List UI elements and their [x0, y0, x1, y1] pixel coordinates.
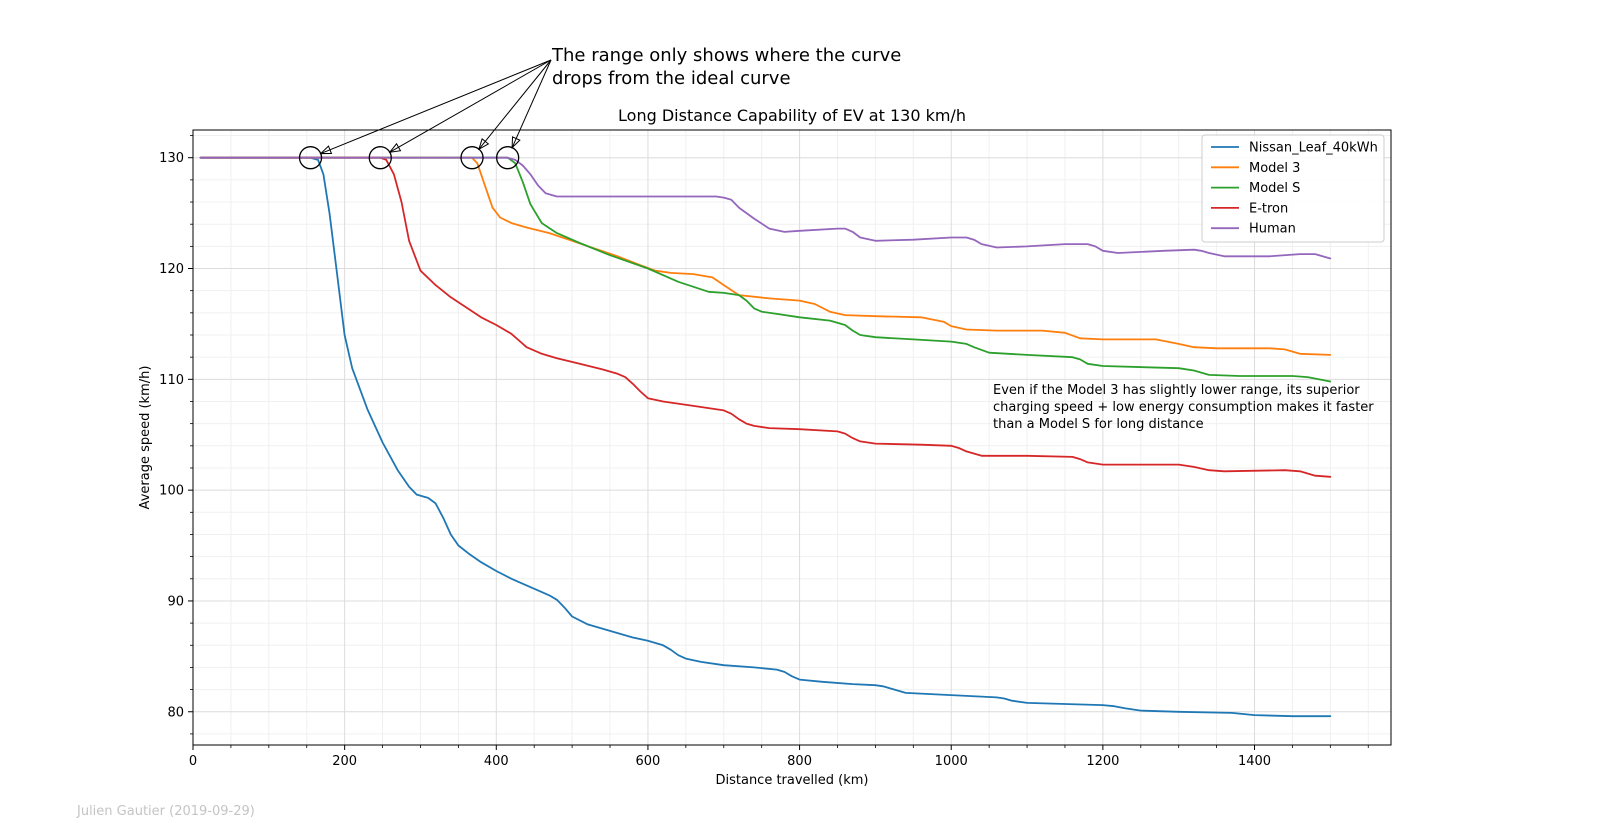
arrow-head [511, 136, 521, 149]
legend-label: E-tron [1249, 201, 1288, 216]
annotation-top-line-1: The range only shows where the curve [551, 45, 901, 66]
grid-layer [192, 130, 1391, 745]
series-layer [199, 156, 1332, 718]
x-tick-label: 200 [332, 754, 357, 769]
x-tick-label: 0 [189, 754, 197, 769]
arrow-head [319, 145, 333, 155]
annotation-arrows [319, 59, 552, 155]
series-line-nissan-leaf-40kwh [199, 156, 1332, 718]
x-tick-label: 1000 [935, 754, 968, 769]
y-axis-label: Average speed (km/h) [138, 366, 153, 510]
legend-box [1201, 134, 1385, 243]
annotation-note-line-3: than a Model S for long distance [993, 417, 1204, 432]
legend: Nissan_Leaf_40kWh Model 3 Model S E-tron Hum… [1201, 134, 1385, 243]
y-tick-label: 130 [159, 151, 184, 166]
series-line-model-3 [199, 156, 1332, 356]
arrow-head [388, 142, 402, 153]
series-line-e-tron [199, 156, 1332, 478]
highlight-circle [298, 146, 323, 170]
arrow-line [511, 59, 552, 148]
annotation-note-line-1: Even if the Model 3 has slightly lower r… [993, 383, 1360, 398]
legend-label: Model S [1249, 181, 1300, 196]
x-axis-label: Distance travelled (km) [715, 773, 868, 788]
x-tick-label: 800 [787, 754, 812, 769]
credit-text: Julien Gautier (2019-09-29) [76, 804, 255, 819]
x-tick-label: 400 [484, 754, 509, 769]
y-tick-label: 90 [167, 594, 184, 609]
arrow-line [478, 59, 552, 150]
highlight-circle [496, 146, 520, 170]
y-tick-label: 120 [159, 262, 184, 277]
arrow-head [478, 138, 490, 151]
x-tick-label: 1400 [1238, 754, 1271, 769]
chart-title: Long Distance Capability of EV at 130 km… [618, 106, 966, 125]
y-tick-label: 100 [159, 484, 184, 499]
highlight-circle [460, 146, 484, 170]
arrow-line [320, 59, 552, 155]
legend-label: Model 3 [1249, 161, 1300, 176]
annotation-note-line-2: charging speed + low energy consumption … [993, 400, 1374, 415]
y-tick-label: 110 [159, 373, 184, 388]
ticks-layer: 0 200 400 600 800 1000 1200 1400 80 90 100 110 120 13… [159, 135, 1369, 769]
series-line-model-s [199, 156, 1332, 383]
series-line-human [199, 156, 1332, 260]
highlight-circle [368, 146, 392, 170]
plot-frame [192, 129, 1392, 746]
y-tick-label: 80 [167, 705, 184, 720]
legend-label: Human [1249, 222, 1296, 237]
x-tick-label: 600 [636, 754, 661, 769]
legend-label: Nissan_Leaf_40kWh [1249, 141, 1378, 156]
highlight-circles [298, 146, 520, 170]
annotation-top-line-2: drops from the ideal curve [552, 68, 791, 89]
arrow-line [389, 59, 552, 153]
x-tick-label: 1200 [1086, 754, 1119, 769]
